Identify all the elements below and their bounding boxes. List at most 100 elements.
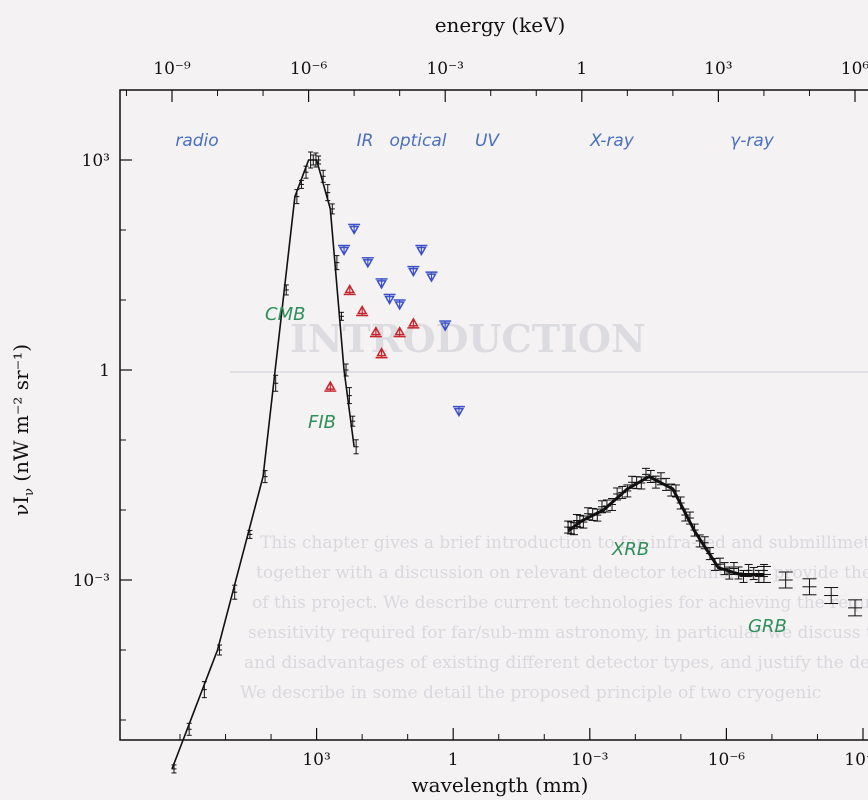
component-label-cmb: CMB bbox=[265, 304, 305, 325]
xrb-point bbox=[749, 566, 758, 580]
xrb-point bbox=[613, 487, 622, 501]
grb-point bbox=[848, 599, 862, 617]
cib-upper-limit-marker bbox=[393, 299, 406, 311]
background-line: of this project. We describe current tec… bbox=[252, 593, 868, 613]
x-top-tick-label: 1 bbox=[576, 59, 587, 79]
y-tick-label: 10⁻³ bbox=[73, 571, 110, 591]
grb-point bbox=[802, 578, 817, 596]
cmb-point bbox=[171, 764, 177, 774]
cmb-point bbox=[232, 584, 238, 600]
cmb-point bbox=[262, 470, 268, 484]
xrb-point bbox=[641, 467, 650, 481]
band-label-radio: radio bbox=[175, 131, 218, 151]
cmb-point bbox=[247, 529, 253, 539]
cmb-curve bbox=[171, 159, 355, 770]
x-top-tick-label: 10³ bbox=[704, 59, 732, 79]
background-line: This chapter gives a brief introduction … bbox=[260, 533, 868, 553]
cib-lower-limit-marker bbox=[407, 317, 420, 329]
cmb-point bbox=[303, 165, 309, 179]
xrb-point bbox=[602, 499, 611, 513]
cmb-point bbox=[273, 374, 279, 392]
xrb-point bbox=[725, 566, 734, 580]
cmb-point bbox=[329, 203, 335, 215]
component-label-xrb: XRB bbox=[611, 539, 649, 560]
cib-upper-limit-marker bbox=[348, 223, 361, 235]
y-tick-label: 1 bbox=[99, 361, 110, 381]
cmb-point bbox=[217, 644, 223, 656]
xrb-point bbox=[700, 536, 709, 550]
cmb-point bbox=[298, 179, 304, 189]
cmb-point bbox=[320, 169, 326, 183]
xrb-point bbox=[720, 562, 729, 576]
xrb-point bbox=[671, 484, 680, 498]
background-heading: INTRODUCTION bbox=[290, 316, 646, 361]
x-bottom-tick-label: 10⁻³ bbox=[571, 750, 608, 770]
cib-lower-limit-marker bbox=[369, 326, 382, 338]
xrb-point bbox=[584, 507, 593, 521]
x-bottom-tick-label: 1 bbox=[448, 750, 459, 770]
x-top-tick-label: 10⁻⁶ bbox=[290, 59, 328, 79]
x-bottom-tick-label: 10⁻⁹ bbox=[844, 750, 868, 770]
xrb-point bbox=[729, 562, 738, 576]
cib-lower-limit-marker bbox=[356, 305, 369, 317]
y-axis-label: νIν (nW m⁻² sr⁻¹) bbox=[9, 344, 37, 516]
cmb-point bbox=[346, 387, 352, 405]
band-label-uv: UV bbox=[475, 131, 500, 151]
xrb-point bbox=[715, 557, 724, 571]
x-top-axis-label: energy (keV) bbox=[435, 13, 566, 37]
xrb-point bbox=[575, 514, 584, 528]
xrb-point bbox=[569, 522, 578, 536]
cib-upper-limit-marker bbox=[383, 293, 396, 305]
x-bottom-tick-label: 10⁻⁶ bbox=[708, 750, 746, 770]
xrb-point bbox=[690, 523, 699, 537]
cmb-point bbox=[316, 155, 322, 165]
band-label-ir: IR bbox=[357, 131, 374, 151]
cmb-point bbox=[338, 311, 344, 321]
cib-upper-limit-marker bbox=[338, 244, 351, 257]
xrb-point bbox=[637, 476, 646, 490]
cib-lower-limit-marker bbox=[324, 380, 337, 392]
xrb-curve bbox=[567, 474, 764, 576]
cmb-point bbox=[343, 363, 349, 377]
component-label-fib: FIB bbox=[308, 412, 336, 433]
x-top-tick-label: 10⁶ bbox=[841, 59, 868, 79]
cmb-point bbox=[201, 681, 207, 699]
cib-upper-limit-marker bbox=[439, 320, 452, 332]
xrb-point bbox=[734, 566, 743, 580]
xrb-point bbox=[588, 507, 597, 521]
background-line: and disadvantages of existing different … bbox=[244, 653, 868, 673]
cmb-point bbox=[186, 722, 192, 736]
x-bottom-axis-label: wavelength (mm) bbox=[412, 773, 589, 797]
cmb-point bbox=[283, 284, 289, 296]
band-label-optical: optical bbox=[389, 131, 446, 151]
cib-lower-limit-marker bbox=[393, 326, 406, 338]
y-tick-label: 10³ bbox=[82, 151, 110, 171]
cmb-point bbox=[325, 184, 331, 202]
xrb-point bbox=[618, 485, 627, 499]
xrb-point bbox=[651, 475, 660, 489]
x-bottom-tick-label: 10³ bbox=[302, 750, 330, 770]
cib-lower-limit-marker bbox=[343, 283, 356, 296]
cmb-point bbox=[294, 189, 300, 205]
grb-point bbox=[824, 587, 839, 605]
xrb-point bbox=[623, 484, 632, 498]
grb-point bbox=[778, 571, 793, 589]
xrb-point bbox=[695, 534, 704, 548]
cib-upper-limit-marker bbox=[425, 271, 438, 283]
cib-upper-limit-marker bbox=[415, 244, 428, 257]
xrb-point bbox=[608, 497, 617, 511]
background-line: sensitivity required for far/sub-mm astr… bbox=[248, 623, 868, 643]
component-label-grb: GRB bbox=[748, 616, 787, 637]
cib-upper-limit-marker bbox=[361, 257, 374, 269]
xrb-point bbox=[667, 483, 676, 497]
cmb-point bbox=[350, 415, 356, 427]
xrb-point bbox=[705, 547, 714, 561]
xrb-point bbox=[593, 508, 602, 522]
x-top-tick-label: 10⁻⁹ bbox=[153, 59, 191, 79]
cib-upper-limit-marker bbox=[375, 278, 388, 290]
cib-upper-limit-marker bbox=[452, 405, 465, 418]
x-top-tick-label: 10⁻³ bbox=[426, 59, 463, 79]
plot-frame bbox=[119, 89, 868, 741]
